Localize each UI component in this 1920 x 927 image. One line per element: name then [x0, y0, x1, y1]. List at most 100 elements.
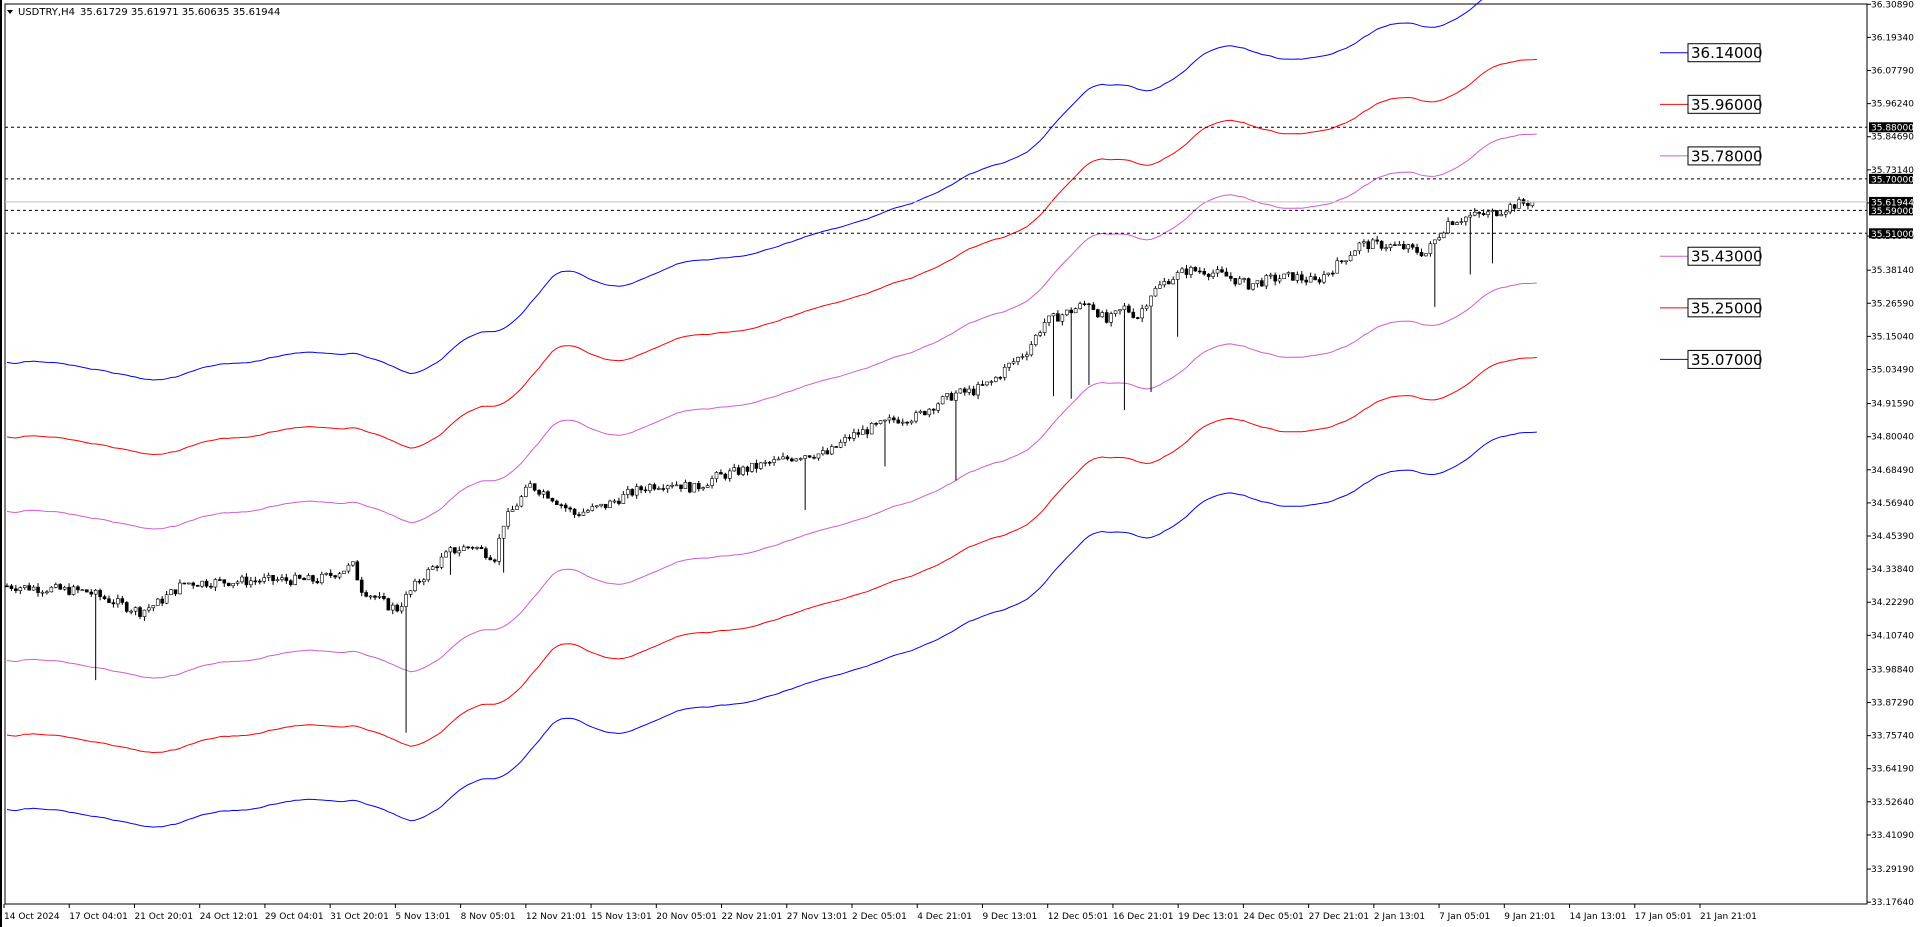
candle	[998, 376, 1003, 381]
envelope-band-line	[6, 0, 1483, 381]
candle	[1499, 210, 1504, 217]
candle	[794, 458, 799, 462]
candle	[639, 484, 643, 494]
y-tick-label: 35.96240	[1871, 100, 1914, 110]
candle	[195, 584, 200, 587]
y-tick-label: 34.91590	[1871, 400, 1914, 410]
candle	[1127, 303, 1131, 314]
candle	[9, 584, 14, 591]
candle	[688, 481, 692, 494]
candle	[1428, 241, 1433, 257]
candle	[399, 602, 404, 614]
candle	[1455, 221, 1459, 225]
candle	[271, 575, 275, 585]
x-tick-label: 5 Nov 13:01	[395, 912, 450, 922]
candle	[337, 571, 342, 580]
x-tick-label: 19 Dec 13:01	[1178, 912, 1239, 922]
candle	[643, 486, 648, 494]
candle	[27, 582, 31, 591]
candle	[1317, 277, 1322, 285]
svg-text:35.96000: 35.96000	[1691, 96, 1763, 114]
candle	[1388, 243, 1393, 252]
candle	[1255, 280, 1260, 288]
candle	[328, 569, 333, 579]
candle	[1450, 220, 1455, 226]
y-tick-label: 35.38140	[1871, 266, 1914, 276]
y-tick-label: 36.07790	[1871, 67, 1914, 77]
candle	[812, 454, 816, 460]
candle	[892, 415, 896, 423]
candle	[506, 507, 510, 530]
x-tick-label: 16 Dec 21:01	[1113, 912, 1174, 922]
candle	[80, 589, 85, 592]
candle	[107, 595, 111, 604]
x-tick-label: 24 Oct 12:01	[200, 912, 259, 922]
candle	[364, 590, 368, 598]
candle	[333, 574, 337, 580]
candle	[914, 410, 918, 424]
candle	[949, 391, 954, 401]
candle	[1233, 278, 1238, 287]
envelope-band-line	[6, 133, 1537, 530]
candle	[417, 578, 422, 585]
candle	[120, 595, 125, 605]
candle	[1025, 351, 1029, 361]
candle	[1202, 268, 1207, 276]
candle	[1122, 302, 1127, 410]
candle	[1109, 311, 1113, 327]
candle	[1397, 240, 1402, 246]
svg-text:35.70000: 35.70000	[1871, 175, 1914, 185]
candle	[76, 585, 80, 594]
candle	[612, 499, 617, 504]
candle	[1242, 277, 1246, 283]
candle	[1304, 276, 1309, 286]
price-tag: 35.59000	[1869, 205, 1914, 217]
candle	[679, 484, 683, 492]
candle	[302, 576, 306, 581]
candle	[253, 576, 258, 585]
candle	[918, 409, 923, 414]
candle	[927, 407, 932, 418]
candle	[563, 502, 568, 512]
candle	[825, 447, 830, 455]
candle	[754, 459, 759, 473]
candle	[306, 573, 311, 581]
candle	[235, 580, 240, 586]
candle	[594, 505, 599, 509]
candle	[727, 468, 732, 482]
candle	[541, 489, 546, 499]
candle	[714, 471, 719, 483]
candle	[1326, 272, 1331, 277]
candle	[1406, 243, 1411, 253]
candle	[435, 565, 439, 572]
candle	[648, 483, 652, 494]
y-tick-label: 36.30890	[1871, 0, 1914, 10]
y-tick-label: 34.68490	[1871, 466, 1914, 476]
svg-text:35.07000: 35.07000	[1691, 351, 1763, 369]
candle	[577, 511, 581, 518]
candle	[510, 505, 515, 512]
candle	[923, 410, 927, 416]
candle	[532, 483, 537, 492]
candle	[621, 491, 626, 504]
candle	[244, 573, 249, 588]
candle	[1104, 309, 1109, 324]
candle	[1038, 330, 1042, 338]
candle	[1264, 273, 1269, 290]
candle	[1277, 274, 1282, 284]
candle	[1401, 240, 1406, 250]
candle	[1069, 307, 1074, 399]
symbol-dropdown-icon[interactable]	[7, 10, 13, 14]
candle	[1149, 295, 1153, 393]
y-tick-label: 33.29190	[1871, 865, 1914, 875]
candle	[497, 534, 501, 566]
candle	[1166, 278, 1171, 285]
candle	[878, 420, 883, 425]
x-tick-label: 8 Nov 05:01	[461, 912, 516, 922]
candle	[85, 589, 89, 593]
candle	[102, 594, 107, 600]
svg-text:35.43000: 35.43000	[1691, 248, 1763, 266]
candle	[89, 589, 94, 597]
